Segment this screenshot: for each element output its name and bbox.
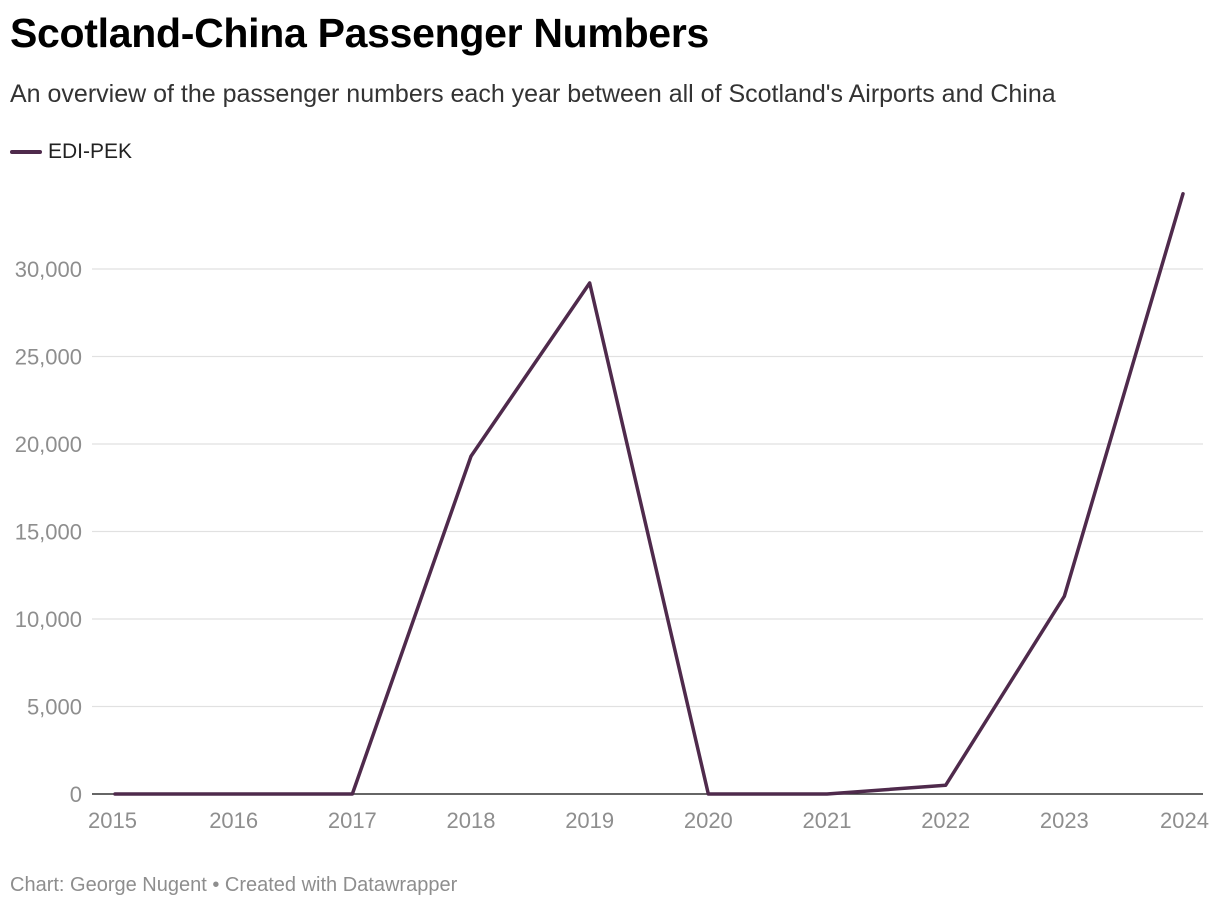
data-point	[825, 792, 829, 796]
legend-swatch-edi-pek	[10, 150, 42, 154]
y-tick-label: 0	[70, 782, 82, 807]
x-tick-label: 2015	[88, 808, 137, 833]
x-tick-label: 2023	[1040, 808, 1089, 833]
data-point	[469, 454, 473, 458]
series-layer	[113, 192, 1185, 796]
data-point	[706, 792, 710, 796]
y-tick-label: 5,000	[27, 695, 82, 720]
chart-title: Scotland-China Passenger Numbers	[10, 10, 709, 56]
y-tick-label: 25,000	[15, 345, 82, 370]
y-tick-label: 15,000	[15, 520, 82, 545]
x-tick-label: 2024	[1160, 808, 1209, 833]
x-tick-label: 2022	[921, 808, 970, 833]
x-axis-ticks: 2015 2016 2017 2018 2019 2020 2021 2022 2023 2024	[88, 808, 1209, 833]
x-tick-label: 2017	[328, 808, 377, 833]
series-line-edi-pek	[113, 192, 1185, 796]
y-axis-ticks: 0 5,000 10,000 15,000 20,000 25,000 30,000	[15, 257, 82, 807]
y-tick-label: 20,000	[15, 432, 82, 457]
data-point	[350, 792, 354, 796]
data-point	[232, 792, 236, 796]
legend: EDI-PEK	[10, 140, 132, 164]
x-tick-label: 2020	[684, 808, 733, 833]
data-point	[1062, 594, 1066, 598]
chart-subtitle: An overview of the passenger numbers eac…	[10, 80, 1056, 108]
grid-layer	[92, 268, 1203, 795]
data-point	[588, 281, 592, 285]
y-tick-label: 10,000	[15, 607, 82, 632]
x-tick-label: 2016	[209, 808, 258, 833]
legend-label-edi-pek: EDI-PEK	[48, 140, 133, 163]
data-point	[113, 792, 117, 796]
chart-credit: Chart: George Nugent • Created with Data…	[10, 874, 458, 896]
data-point	[1181, 192, 1185, 196]
x-tick-label: 2021	[803, 808, 852, 833]
x-tick-label: 2019	[565, 808, 614, 833]
data-point	[944, 783, 948, 787]
x-tick-label: 2018	[447, 808, 496, 833]
y-tick-label: 30,000	[15, 257, 82, 282]
